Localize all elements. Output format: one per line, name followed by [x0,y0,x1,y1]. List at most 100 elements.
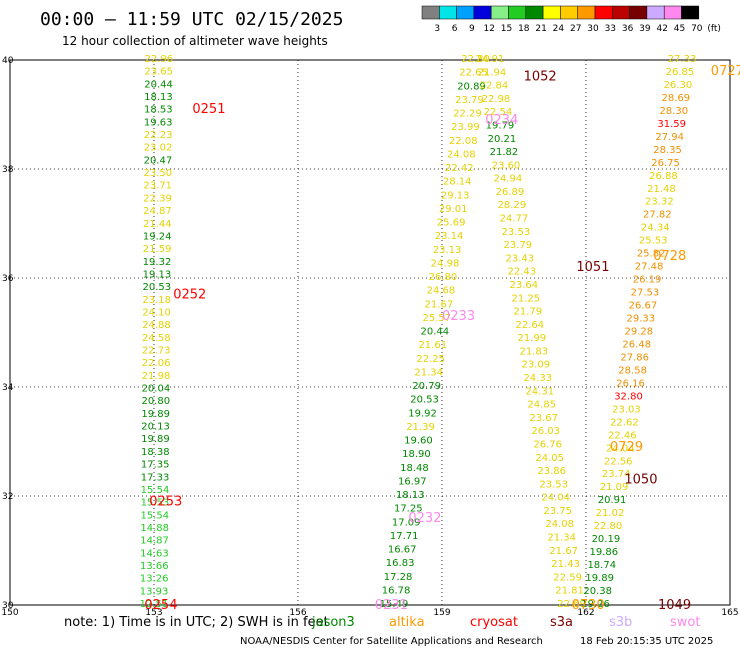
wave-height-value: 19.92 [408,408,437,419]
wave-height-value: 16.97 [398,476,427,487]
wave-height-value: 23.18 [142,295,171,306]
colorbar-label: 45 [674,24,685,34]
wave-height-value: 24.31 [525,386,554,397]
colorbar-label: 6 [452,24,458,34]
colorbar-label: 21 [535,24,546,34]
colorbar-label: 42 [656,24,667,34]
pass-time-label: 0253 [149,494,182,509]
wave-height-value: 22.73 [142,346,171,357]
wave-height-value: 22.65 [459,68,488,79]
wave-height-value: 24.87 [143,206,172,217]
colorbar-swatch [663,5,682,20]
grid-lines [10,60,730,605]
wave-height-value: 24.08 [447,149,476,160]
wave-height-value: 22.69 [557,599,586,610]
wave-height-value: 22.80 [461,54,490,65]
wave-height-value: 28.29 [498,200,527,211]
colorbar-swatch [612,5,630,20]
wave-height-value: 25.57 [423,313,452,324]
colorbar-label: 15 [501,24,512,34]
wave-height-value: 22.06 [142,358,171,369]
wave-height-value: 22.59 [553,572,582,583]
wave-height-value: 21.67 [549,546,578,557]
wave-height-value: 24.91 [476,54,505,65]
wave-height-value: 22.23 [144,130,173,141]
wave-height-value: 22.43 [508,267,537,278]
wave-height-value: 22.46 [608,430,637,441]
colorbar-swatch [629,5,648,20]
wave-height-value: 22.29 [453,109,482,120]
colorbar-swatch [577,5,596,20]
wave-height-value: 18.53 [144,105,173,116]
wave-height-value: 21.34 [414,367,443,378]
wave-height-value: 19.13 [143,269,172,280]
x-tick-label: 156 [289,608,306,618]
y-tick-label: 34 [2,383,14,393]
legend-entry-cryosat: cryosat [470,615,518,630]
wave-height-value: 18.38 [141,447,170,458]
x-tick-label: 153 [145,608,162,618]
y-tick-label: 36 [2,274,14,284]
wave-height-value: 24.68 [427,286,456,297]
wave-height-value: 26.03 [531,426,560,437]
wave-height-value: 21.94 [478,67,507,78]
wave-height-value: 20.47 [144,155,173,166]
wave-height-value: 19.63 [144,117,173,128]
legend-entry-s3b: s3b [609,615,632,630]
wave-height-value: 22.25 [416,354,445,365]
wave-height-value: 18.13 [396,490,425,501]
wave-height-value: 19.89 [585,573,614,584]
colorbar-label: 33 [605,24,616,34]
pass-time-label: 0231 [375,598,408,613]
wave-height-value: 26.75 [651,158,680,169]
pass-time-label: 1050 [624,473,657,488]
wave-height-value: 17.09 [392,517,421,528]
wave-height-value: 18.48 [400,463,429,474]
wave-height-value: 23.79 [455,95,484,106]
wave-height-value: 22.98 [482,94,511,105]
wave-height-value: 23.32 [645,197,674,208]
wave-height-value: 14.88 [140,523,169,534]
wave-height-value: 28.30 [659,106,688,117]
wave-height-value: 27.86 [620,352,649,363]
legend-entry-jason3: jason3 [311,615,355,630]
wave-height-value: 21.81 [555,586,584,597]
chart-title: 00:00 – 11:59 UTC 02/15/2025 [40,9,343,30]
wave-height-value: 22.54 [484,107,513,118]
wave-height-value: 17.33 [141,472,170,483]
x-tick-label: 159 [433,608,450,618]
wave-height-value: 29.33 [627,314,656,325]
wave-height-value: 22.84 [480,81,509,92]
wave-height-value: 21.61 [418,340,447,351]
wave-height-value: 26.85 [666,67,695,78]
wave-height-value: 23.09 [521,360,550,371]
wave-height-value: 24.94 [494,174,523,185]
colorbar-label: 3 [434,24,440,34]
footnote: note: 1) Time is in UTC; 2) SWH is in fe… [64,615,329,630]
wave-height-value: 16.83 [386,558,415,569]
wave-height-value: 27.82 [643,210,672,221]
wave-height-value: 12.51 [140,599,169,610]
wave-height-value: 18.90 [402,449,431,460]
wave-height-value: 19.89 [141,434,170,445]
wave-height-value: 20.38 [583,586,612,597]
wave-height-value: 24.58 [142,333,171,344]
pass-time-label: 0254 [144,598,177,613]
wave-height-value: 19.89 [141,409,170,420]
wave-height-value: 17.28 [384,572,413,583]
wave-height-value: 23.65 [144,67,173,78]
wave-height-value: 21.44 [143,219,172,230]
y-tick-label: 40 [2,56,14,66]
pass-time-label: 0234 [485,113,518,128]
wave-height-value: 24.88 [142,320,171,331]
wave-height-value: 23.13 [433,245,462,256]
pass-time-label: 1049 [658,598,691,613]
colorbar-swatch [542,5,561,20]
wave-height-value: 25.53 [639,236,668,247]
wave-height-value: 19.26 [581,599,610,610]
colorbar-label: 12 [483,24,494,34]
wave-height-value: 27.48 [635,262,664,273]
wave-height-value: 23.75 [543,506,572,517]
wave-height-value: 25.69 [437,218,466,229]
wave-height-value: 21.59 [143,244,172,255]
